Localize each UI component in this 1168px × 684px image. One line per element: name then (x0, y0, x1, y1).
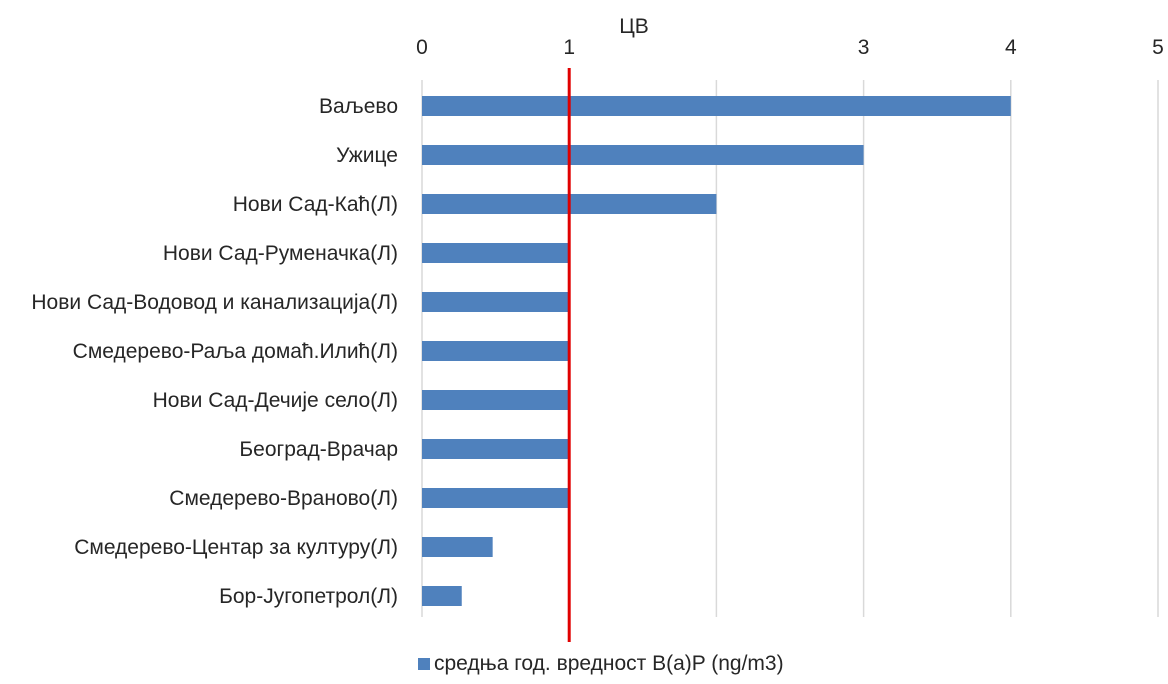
bar (422, 537, 493, 557)
bar (422, 586, 462, 606)
x-tick-label: 1 (563, 36, 575, 59)
bar (422, 341, 570, 361)
legend-label: средња год. вредност B(a)P (ng/m3) (434, 652, 784, 675)
category-label: Нови Сад-Водовод и канализација(Л) (31, 291, 398, 314)
bar (422, 145, 864, 165)
x-tick-label: 0 (416, 36, 428, 59)
category-label: Смедерево-Раља домаћ.Илић(Л) (73, 340, 398, 363)
bar (422, 390, 570, 410)
x-tick-label: 4 (1005, 36, 1017, 59)
category-label: Београд-Врачар (239, 438, 398, 461)
category-labels: Ваљево Ужице Нови Сад-Каћ(Л) Нови Сад-Румен… (31, 95, 398, 608)
bar (422, 243, 570, 263)
reference-line-label: ЦВ (619, 15, 649, 38)
category-label: Ваљево (319, 95, 398, 118)
category-label: Нови Сад-Каћ(Л) (233, 193, 398, 216)
bars (422, 96, 1011, 606)
legend: средња год. вредност B(a)P (ng/m3) (418, 652, 784, 675)
bar (422, 292, 570, 312)
category-label: Смедерево-Центар за културу(Л) (74, 536, 398, 559)
bar (422, 96, 1011, 116)
category-label: Нови Сад-Дечије село(Л) (153, 389, 398, 412)
legend-swatch (418, 658, 430, 670)
category-label: Ужице (336, 144, 398, 167)
category-label: Смедерево-Враново(Л) (169, 487, 398, 510)
x-axis-ticks: 0 1 3 4 5 (416, 36, 1164, 59)
bar (422, 488, 570, 508)
category-label: Нови Сад-Руменачка(Л) (163, 242, 398, 265)
category-label: Бор-Југопетрол(Л) (219, 585, 398, 608)
x-tick-label: 5 (1152, 36, 1164, 59)
bar (422, 439, 570, 459)
reference-line-group: ЦВ (567, 15, 649, 642)
x-tick-label: 3 (858, 36, 870, 59)
